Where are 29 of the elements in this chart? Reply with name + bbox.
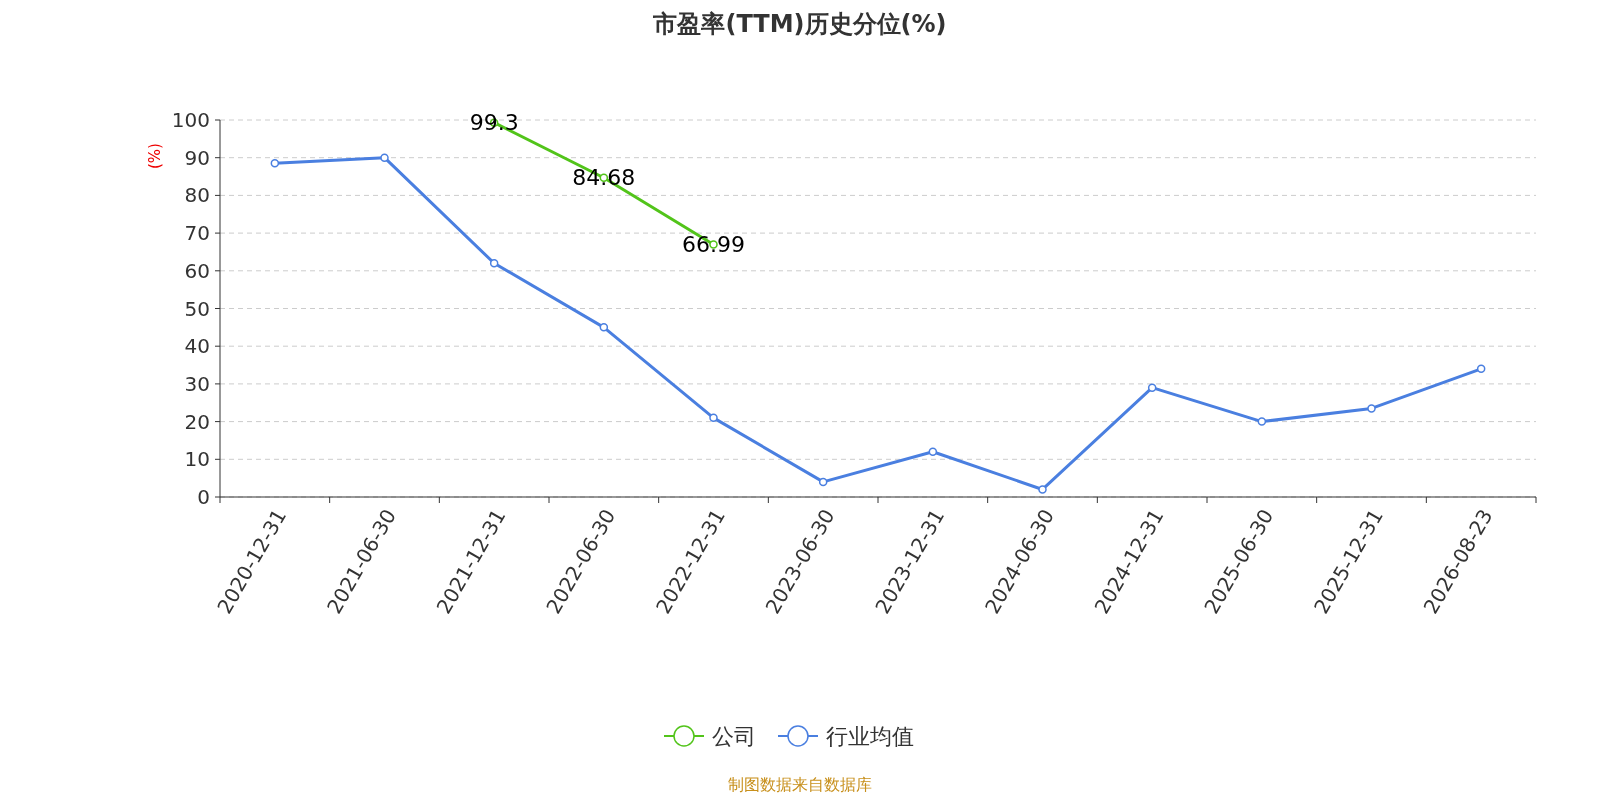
point — [1257, 417, 1267, 426]
y-tick-label: 70 — [184, 221, 210, 246]
legend-label: 行业均值 — [826, 723, 914, 749]
point — [270, 159, 280, 168]
point — [599, 323, 609, 332]
point — [928, 447, 938, 457]
y-tick-label: 100 — [171, 108, 210, 132]
point — [1476, 364, 1486, 374]
y-tick-label: 60 — [184, 258, 210, 283]
y-tick-label: 80 — [184, 183, 210, 208]
y-tick-label: 20 — [184, 409, 210, 434]
chart-title: 市盈率(TTM)历史分位(%) — [652, 10, 947, 38]
text: 制图数据来自数据库 — [728, 775, 872, 794]
point — [1147, 383, 1157, 392]
y-tick-label: 40 — [184, 334, 210, 359]
point — [380, 153, 389, 162]
point — [818, 477, 828, 487]
y-axis-title: (%) — [146, 143, 164, 169]
legend-label: 公司 — [712, 723, 756, 749]
point — [1367, 404, 1376, 413]
y-tick-label: 90 — [184, 145, 210, 170]
point — [709, 413, 718, 423]
point — [1038, 485, 1047, 494]
data-label: 66.99 — [682, 232, 745, 258]
y-tick-label: 0 — [197, 485, 210, 509]
y-tick-label: 30 — [184, 371, 210, 396]
y-tick-label: 50 — [184, 296, 210, 321]
y-tick-label: 10 — [184, 447, 210, 472]
point — [489, 259, 499, 268]
